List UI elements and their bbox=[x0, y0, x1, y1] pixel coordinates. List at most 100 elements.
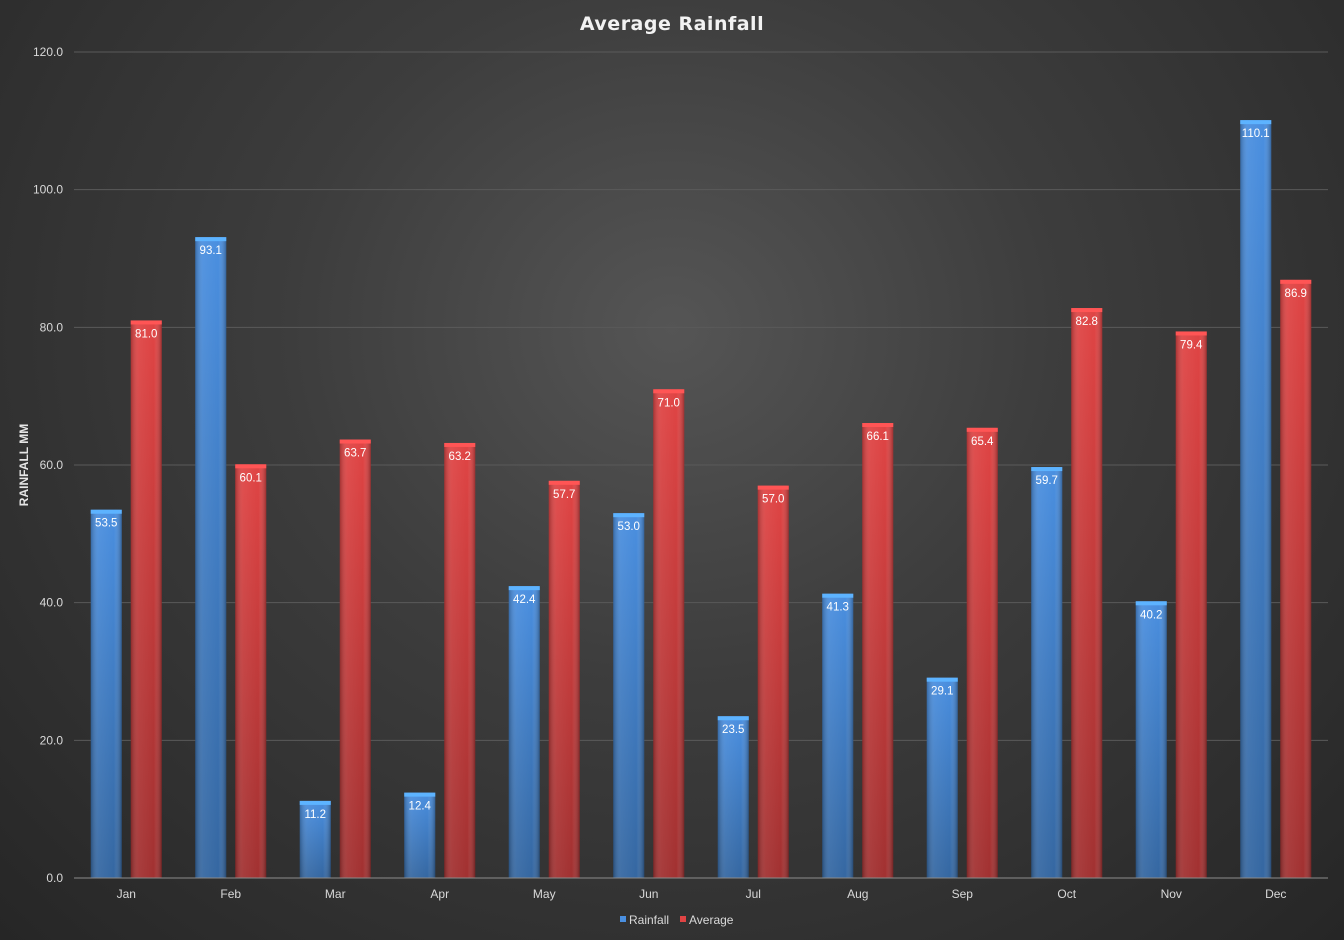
x-tick-label: Jul bbox=[746, 887, 761, 901]
data-label-rainfall: 53.0 bbox=[618, 521, 640, 533]
legend: Rainfall Average bbox=[620, 913, 734, 927]
bar-rainfall-shading bbox=[1240, 120, 1272, 878]
data-label-rainfall: 93.1 bbox=[200, 245, 222, 257]
bar-rainfall-shading bbox=[90, 509, 122, 878]
x-tick-label: Aug bbox=[847, 887, 868, 901]
data-label-average: 60.1 bbox=[240, 472, 262, 484]
axes: 0.0 20.0 40.0 60.0 80.0 100.0 120.0 Jan Feb Mar Ap… bbox=[33, 45, 1328, 901]
bar-rainfall-shading bbox=[822, 593, 854, 878]
bar-average-cap bbox=[339, 439, 371, 444]
bar-rainfall-shading bbox=[926, 677, 958, 878]
data-label-rainfall: 59.7 bbox=[1036, 475, 1058, 487]
data-label-rainfall: 110.1 bbox=[1242, 128, 1270, 140]
bar-rainfall-cap bbox=[613, 513, 645, 518]
bar-average-cap bbox=[444, 442, 476, 447]
data-label-average: 86.9 bbox=[1285, 288, 1307, 300]
bar-average-shading bbox=[548, 480, 580, 878]
bar-average-cap bbox=[1280, 279, 1312, 284]
y-tick-label: 80.0 bbox=[40, 320, 64, 334]
x-tick-label: Oct bbox=[1057, 887, 1076, 901]
data-label-average: 57.7 bbox=[553, 489, 575, 501]
bar-average-shading bbox=[444, 442, 476, 878]
bar-rainfall-cap bbox=[717, 716, 749, 721]
data-label-average: 57.0 bbox=[762, 494, 784, 506]
bar-average-cap bbox=[235, 464, 267, 469]
bar-rainfall-shading bbox=[508, 586, 540, 878]
data-label-average: 63.2 bbox=[449, 451, 471, 463]
bar-rainfall-shading bbox=[1135, 601, 1167, 878]
data-label-average: 66.1 bbox=[867, 431, 889, 443]
x-tick-label: Jun bbox=[639, 887, 658, 901]
y-tick-label: 0.0 bbox=[46, 871, 63, 885]
bar-average-shading bbox=[757, 485, 789, 878]
bar-average-shading bbox=[653, 389, 685, 878]
x-tick-label: Nov bbox=[1161, 887, 1182, 901]
data-labels: 53.5 81.0 93.1 60.1 11.2 63.7 12.4 63.2 42.4 57.7… bbox=[95, 128, 1307, 821]
bar-average-shading bbox=[130, 320, 162, 878]
bar-average-shading bbox=[1280, 279, 1312, 878]
bar-rainfall-cap bbox=[404, 792, 436, 797]
bar-rainfall-cap bbox=[822, 593, 854, 598]
y-axis-label: RAINFALL MM bbox=[17, 424, 31, 506]
bar-rainfall-cap bbox=[195, 237, 227, 242]
y-tick-label: 60.0 bbox=[40, 458, 64, 472]
x-tick-label: Feb bbox=[220, 887, 241, 901]
bar-average-shading bbox=[862, 423, 894, 878]
bar-rainfall-cap bbox=[508, 586, 540, 591]
bar-rainfall-shading bbox=[613, 513, 645, 878]
bar-rainfall-cap bbox=[926, 677, 958, 682]
x-tick-label: Apr bbox=[430, 887, 449, 901]
x-tick-label: May bbox=[533, 887, 556, 901]
legend-label-rainfall: Rainfall bbox=[629, 913, 669, 927]
bar-rainfall-cap bbox=[299, 800, 331, 805]
x-tick-label: Jan bbox=[117, 887, 136, 901]
data-label-rainfall: 40.2 bbox=[1140, 609, 1162, 621]
data-label-average: 71.0 bbox=[658, 397, 680, 409]
data-label-average: 82.8 bbox=[1076, 316, 1098, 328]
data-label-average: 81.0 bbox=[135, 328, 157, 340]
bar-average-shading bbox=[235, 464, 267, 878]
bar-rainfall-cap bbox=[90, 509, 122, 514]
bar-rainfall-shading bbox=[195, 237, 227, 878]
bars bbox=[90, 120, 1312, 878]
y-tick-label: 100.0 bbox=[33, 183, 63, 197]
bar-rainfall-cap bbox=[1240, 120, 1272, 125]
bar-rainfall-shading bbox=[299, 800, 331, 878]
bar-average-cap bbox=[130, 320, 162, 325]
data-label-rainfall: 12.4 bbox=[409, 801, 432, 813]
data-label-average: 63.7 bbox=[344, 448, 366, 460]
bar-average-shading bbox=[1071, 308, 1103, 878]
data-label-rainfall: 29.1 bbox=[931, 686, 953, 698]
bar-average-shading bbox=[966, 427, 998, 878]
data-label-rainfall: 53.5 bbox=[95, 518, 117, 530]
legend-label-average: Average bbox=[689, 913, 734, 927]
data-label-average: 79.4 bbox=[1180, 339, 1203, 351]
bar-rainfall-cap bbox=[1031, 467, 1063, 472]
bar-average-cap bbox=[653, 389, 685, 394]
data-label-rainfall: 41.3 bbox=[827, 602, 849, 614]
bar-average-cap bbox=[862, 423, 894, 428]
x-tick-label: Sep bbox=[952, 887, 974, 901]
bar-average-shading bbox=[339, 439, 371, 878]
bar-rainfall-cap bbox=[1135, 601, 1167, 606]
bar-average-shading bbox=[1175, 331, 1207, 878]
bar-average-cap bbox=[1071, 308, 1103, 313]
bar-average-cap bbox=[548, 480, 580, 485]
gridlines bbox=[74, 51, 1328, 741]
bar-average-cap bbox=[1175, 331, 1207, 336]
chart-title: Average Rainfall bbox=[580, 13, 764, 35]
data-label-average: 65.4 bbox=[971, 436, 994, 448]
bar-average-cap bbox=[966, 427, 998, 432]
y-tick-label: 120.0 bbox=[33, 45, 63, 59]
bar-average-cap bbox=[757, 485, 789, 490]
bar-rainfall-shading bbox=[1031, 467, 1063, 878]
x-tick-label: Dec bbox=[1265, 887, 1286, 901]
data-label-rainfall: 42.4 bbox=[513, 594, 536, 606]
legend-swatch-rainfall bbox=[620, 916, 626, 922]
bar-rainfall-shading bbox=[404, 792, 436, 878]
bar-rainfall-shading bbox=[717, 716, 749, 878]
y-tick-label: 20.0 bbox=[40, 733, 64, 747]
y-tick-label: 40.0 bbox=[40, 596, 64, 610]
